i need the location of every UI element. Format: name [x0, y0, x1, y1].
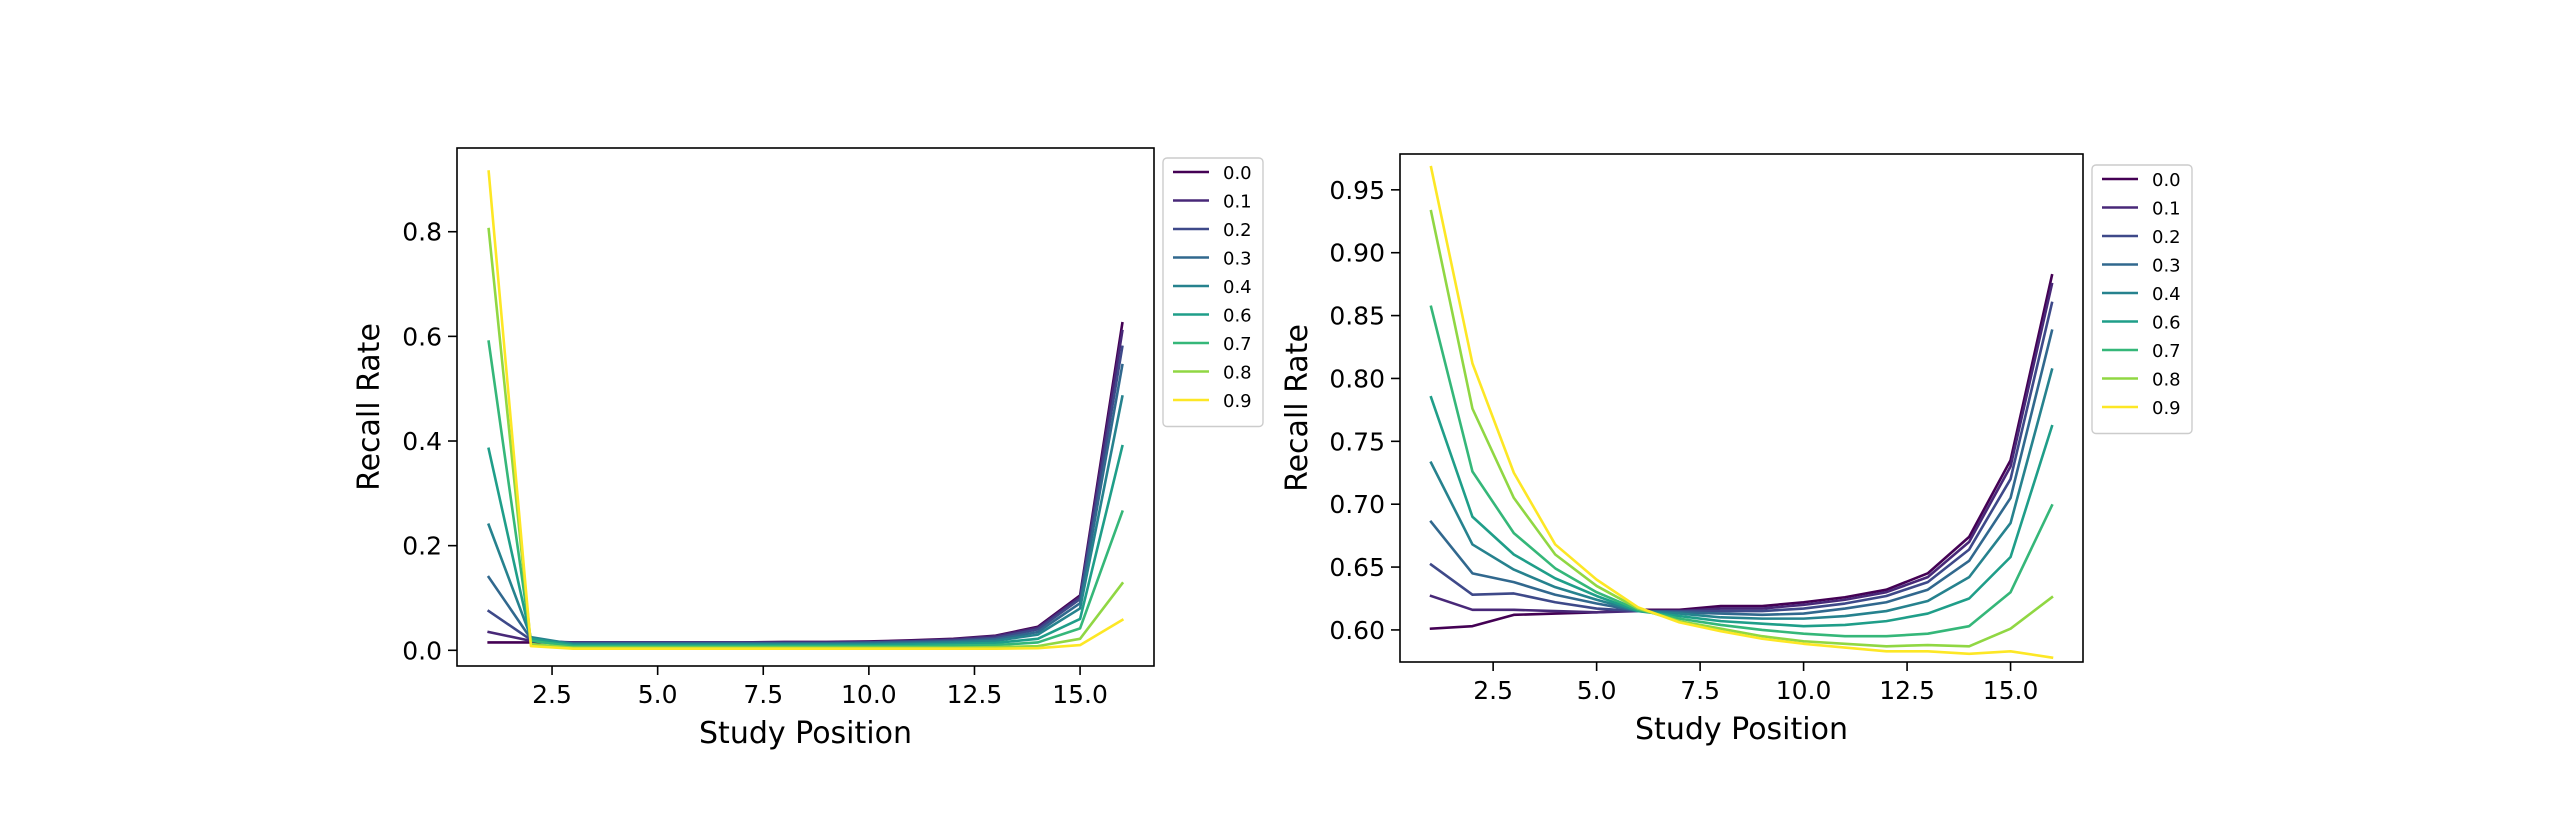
y-axis-label: Recall Rate	[1280, 324, 1315, 492]
legend-label: 0.0	[2152, 170, 2181, 191]
series-line-0-4	[1429, 368, 2054, 620]
plot-frame	[1399, 153, 2084, 663]
x-axis-label: Study Position	[1635, 712, 1848, 747]
x-tick-label: 2.5	[532, 680, 572, 709]
y-axis-label: Recall Rate	[352, 323, 387, 491]
y-tick-label: 0.70	[1329, 490, 1385, 519]
legend-label: 0.2	[2152, 227, 2181, 248]
x-axis-label: Study Position	[699, 716, 912, 751]
y-tick-label: 0.0	[402, 636, 442, 665]
series-line-0-6	[1429, 395, 2054, 628]
legend-box	[2091, 164, 2193, 435]
series-line-0-8	[1429, 209, 2054, 648]
legend-label: 0.7	[2152, 341, 2181, 362]
x-tick-label: 2.5	[1473, 676, 1513, 705]
legend-label: 0.1	[2152, 199, 2181, 220]
legend-label: 0.9	[2152, 398, 2181, 419]
legend-label: 0.3	[1223, 249, 1252, 270]
x-tick-label: 7.5	[743, 680, 783, 709]
legend-label: 0.2	[1223, 220, 1252, 241]
series-lines	[1429, 165, 2054, 660]
legend-label: 0.4	[1223, 277, 1252, 298]
y-tick-label: 0.65	[1329, 553, 1385, 582]
x-tick-label: 15.0	[1052, 680, 1108, 709]
legend-label: 0.9	[1223, 391, 1252, 412]
y-tick-label: 0.2	[402, 532, 442, 561]
series-line-0-7	[1429, 305, 2054, 638]
y-tick-label: 0.75	[1329, 427, 1385, 456]
x-tick-label: 5.0	[638, 680, 678, 709]
series-line-0-3	[1429, 329, 2054, 617]
series-line-0-0	[487, 321, 1124, 644]
x-tick-label: 12.5	[947, 680, 1003, 709]
y-tick-label: 0.95	[1329, 176, 1385, 205]
series-line-0-9	[487, 170, 1125, 651]
x-tick-label: 7.5	[1680, 676, 1720, 705]
series-line-0-0	[1429, 273, 2054, 631]
series-lines	[486, 170, 1125, 651]
legend-label: 0.3	[2152, 256, 2181, 277]
x-tick-label: 15.0	[1983, 676, 2039, 705]
y-tick-label: 0.4	[402, 427, 442, 456]
series-line-0-4	[487, 395, 1124, 646]
series-line-0-1	[487, 329, 1124, 644]
legend-box	[1162, 157, 1264, 428]
chart-panel-2: 2.5 5.0 7.5 10.0 12.5 15.0 0.60 0.65 0.70 0.75 0.8…	[1280, 153, 2193, 747]
series-line-0-2	[1429, 301, 2054, 613]
legend-label: 0.6	[1223, 306, 1252, 327]
y-tick-label: 0.8	[402, 218, 442, 247]
legend: 0.0 0.1 0.2 0.3 0.4 0.6 0.7 0.8 0.9	[2091, 164, 2193, 435]
chart-panel-1: 2.5 5.0 7.5 10.0 12.5 15.0 0.0 0.2 0.4 0.6 0.8 Stud…	[352, 147, 1264, 751]
series-line-0-1	[1429, 282, 2054, 614]
y-tick-label: 0.80	[1329, 364, 1385, 393]
series-line-0-7	[487, 340, 1124, 648]
x-tick-label: 10.0	[841, 680, 897, 709]
series-line-0-3	[486, 363, 1124, 645]
series-line-0-6	[487, 444, 1124, 647]
series-line-0-8	[487, 227, 1125, 649]
legend-label: 0.8	[2152, 370, 2181, 391]
legend-label: 0.8	[1223, 363, 1252, 384]
y-tick-label: 0.90	[1329, 239, 1385, 268]
legend-label: 0.7	[1223, 334, 1252, 355]
legend-label: 0.0	[1223, 163, 1252, 184]
series-line-0-2	[486, 345, 1124, 645]
y-tick-label: 0.85	[1329, 302, 1385, 331]
plot-frame	[456, 147, 1155, 667]
series-line-0-9	[1429, 165, 2054, 660]
y-tick-label: 0.60	[1329, 616, 1385, 645]
legend-label: 0.1	[1223, 192, 1252, 213]
legend: 0.0 0.1 0.2 0.3 0.4 0.6 0.7 0.8 0.9	[1162, 157, 1264, 428]
legend-label: 0.4	[2152, 284, 2181, 305]
x-tick-label: 10.0	[1776, 676, 1832, 705]
x-tick-label: 12.5	[1879, 676, 1935, 705]
legend-label: 0.6	[2152, 313, 2181, 334]
y-tick-label: 0.6	[402, 322, 442, 351]
x-tick-label: 5.0	[1577, 676, 1617, 705]
